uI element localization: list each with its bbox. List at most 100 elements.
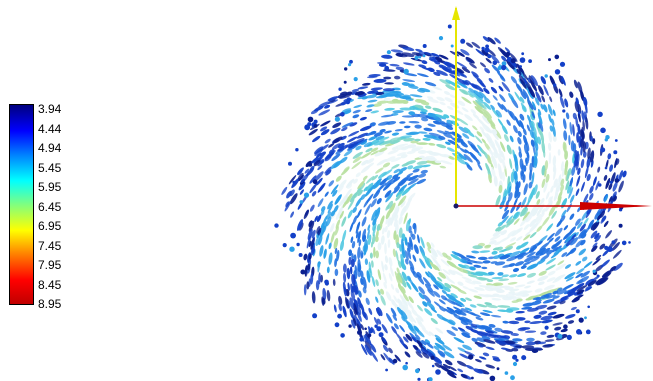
vector-glyph [507, 230, 517, 238]
vector-glyph [566, 334, 572, 340]
vector-glyph [576, 267, 585, 275]
vector-glyph [416, 340, 423, 347]
vector-glyph [317, 198, 324, 208]
vector-glyph [421, 164, 431, 168]
vector-glyph [433, 117, 442, 121]
vector-glyph [297, 219, 303, 231]
vector-glyph [473, 264, 482, 268]
vector-glyph [351, 161, 362, 170]
vector-glyph [552, 135, 557, 142]
vector-glyph [290, 193, 298, 205]
vector-glyph [446, 147, 456, 152]
vector-glyph [341, 127, 348, 132]
vector-glyph [385, 291, 392, 302]
vector-glyph [319, 225, 325, 237]
vector-glyph [547, 103, 553, 116]
vector-glyph [459, 72, 467, 78]
vector-glyph [519, 78, 527, 89]
vector-glyph [427, 67, 435, 73]
vector-glyph [365, 147, 373, 153]
vector-glyph [315, 280, 320, 291]
vector-glyph [425, 271, 431, 278]
vector-glyph [494, 37, 501, 44]
vector-glyph [538, 120, 544, 132]
vector-glyph [496, 367, 500, 371]
vector-glyph [353, 273, 356, 285]
vector-glyph [289, 246, 295, 252]
vector-glyph [356, 138, 368, 145]
vector-glyph [352, 109, 361, 114]
vector-glyph [399, 244, 402, 252]
vector-glyph [543, 84, 549, 96]
vector-glyph [458, 302, 465, 307]
vector-glyph [387, 239, 391, 249]
vector-glyph [592, 242, 598, 248]
vector-glyph [552, 278, 562, 283]
vector-glyph [397, 259, 402, 269]
vector-glyph [315, 152, 322, 159]
vector-glyph [531, 111, 536, 119]
vector-glyph [500, 330, 514, 334]
vector-glyph [378, 332, 384, 338]
vector-glyph [298, 181, 306, 191]
vector-glyph [517, 255, 524, 260]
vector-glyph [364, 344, 372, 356]
vector-glyph [398, 216, 403, 225]
vector-glyph [341, 122, 354, 128]
vector-glyph [600, 216, 606, 224]
vector-glyph [317, 165, 323, 171]
vector-glyph [505, 293, 516, 297]
vector-glyph [459, 147, 467, 154]
vector-glyph [509, 158, 513, 170]
vector-glyph [420, 169, 428, 174]
vector-glyph [331, 143, 341, 150]
y-axis-arrowhead [452, 6, 460, 20]
vector-glyph [379, 94, 390, 98]
vector-glyph [490, 86, 498, 94]
vector-glyph [387, 149, 399, 155]
vector-glyph [407, 165, 414, 170]
vector-glyph [430, 355, 435, 360]
vector-glyph [614, 157, 618, 169]
vector-glyph [399, 121, 406, 124]
vector-glyph [402, 46, 415, 51]
vector-glyph [353, 308, 357, 316]
vector-glyph [334, 268, 339, 277]
vector-glyph [565, 235, 572, 243]
vector-glyph [548, 237, 554, 243]
vector-glyph [552, 295, 560, 300]
vector-glyph [381, 323, 388, 334]
vector-glyph [384, 107, 395, 111]
vector-glyph [528, 181, 533, 189]
vector-glyph [361, 216, 367, 227]
vector-glyph [347, 209, 353, 219]
vector-glyph [487, 334, 496, 339]
vector-glyph [532, 125, 537, 136]
vector-glyph [400, 200, 406, 208]
vector-glyph [487, 256, 495, 260]
vector-glyph [352, 206, 357, 213]
vector-glyph [573, 79, 578, 89]
vector-glyph [590, 222, 598, 231]
vector-glyph [537, 85, 544, 96]
vector-glyph [514, 211, 521, 220]
vector-glyph [446, 372, 457, 379]
vector-glyph [407, 178, 419, 186]
vector-glyph [369, 252, 373, 259]
vector-glyph [563, 225, 569, 231]
vector-glyph [407, 300, 414, 310]
vector-glyph [460, 297, 467, 302]
vector-glyph [494, 139, 501, 151]
vector-glyph [402, 364, 409, 371]
vector-glyph [389, 265, 394, 277]
vector-glyph [439, 306, 446, 312]
vector-glyph [356, 208, 362, 219]
vector-glyph [427, 96, 434, 100]
vector-glyph [416, 160, 428, 165]
vector-glyph [595, 254, 602, 261]
vector-glyph [533, 314, 542, 319]
vector-glyph [464, 307, 473, 311]
vector-glyph [308, 220, 313, 228]
